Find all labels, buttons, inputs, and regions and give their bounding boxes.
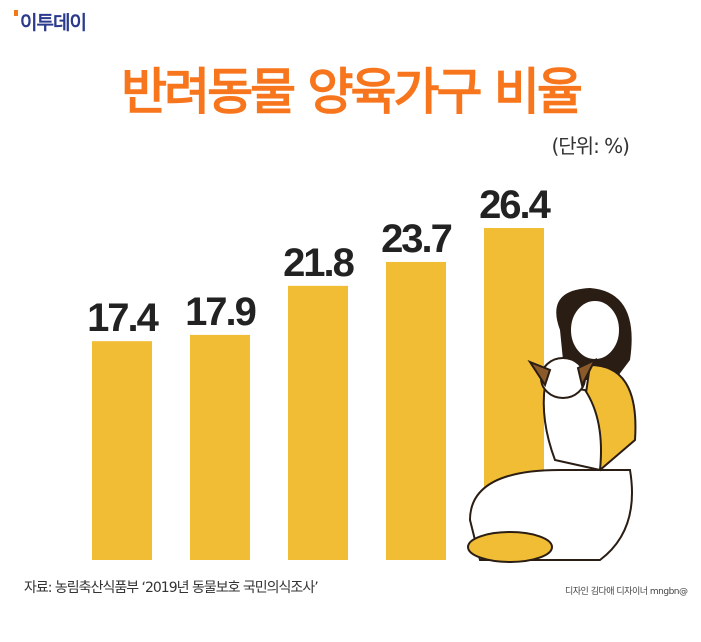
dog-right-ear [576,357,598,388]
data-label: 23.7 [381,217,452,261]
unit-label: (단위: %) [551,134,630,158]
logo-text: 이투데이 [20,12,87,34]
design-credit: 디자인 김다애 디자이너 mngbn@ [565,587,688,597]
logo: 이투데이 [14,8,87,35]
bar [288,285,348,560]
chart-title: 반려동물 양육가구 비율 [121,63,583,121]
logo-accent-mark [14,10,18,16]
data-label: 21.8 [283,241,355,285]
woman-with-dog-illustration [467,288,637,563]
data-label: 17.9 [185,290,256,334]
data-label: 26.4 [479,183,552,227]
data-label: 17.4 [87,296,160,340]
bar [386,261,446,560]
bar [190,334,250,560]
source-note: 자료: 농림축산식품부 ‘2019년 동물보호 국민의식조사’ [24,580,319,596]
dog-body [542,383,602,472]
bar [92,341,152,560]
dog-left-ear [527,359,552,388]
woman-face [569,299,621,361]
woman-shoe [467,531,553,563]
